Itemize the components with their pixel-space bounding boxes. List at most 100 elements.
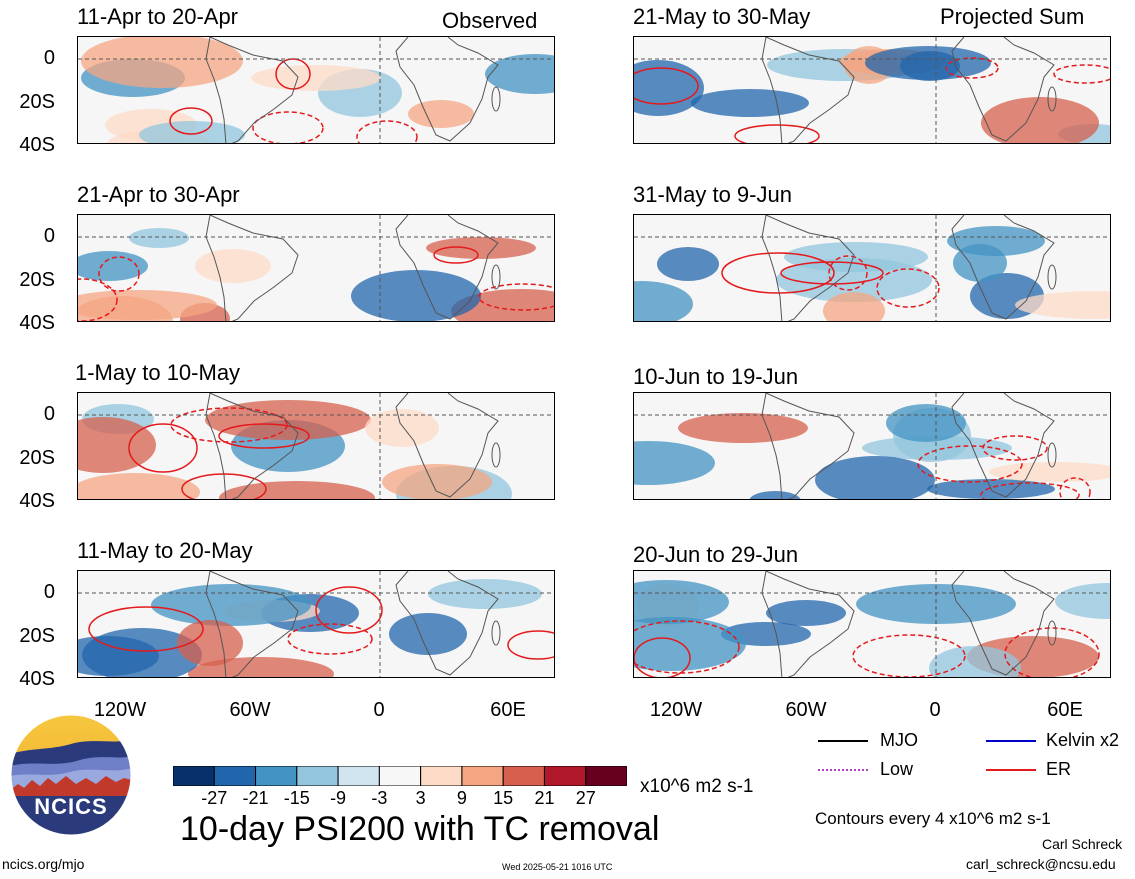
madagascar-outline: [1047, 620, 1057, 646]
anomaly-region: [78, 417, 156, 473]
er-contour: [169, 107, 213, 135]
colorbar-tick-label: 3: [415, 788, 426, 808]
er-contour: [88, 606, 204, 652]
y-axis-label: 40S: [19, 134, 55, 156]
colorbar-swatch: [420, 765, 463, 787]
madagascar-outline: [1047, 86, 1057, 112]
colorbar-tick-label: 27: [575, 788, 596, 808]
er-contour: [828, 255, 868, 291]
anomaly-region: [205, 400, 371, 440]
y-axis-label: 40S: [19, 668, 55, 690]
anomaly-region: [78, 251, 148, 281]
colorbar-swatch: [378, 765, 422, 787]
er-contour: [1053, 64, 1110, 84]
x-axis-label: 0: [373, 699, 385, 721]
anomaly-region: [981, 97, 1099, 143]
map-panel: [77, 570, 555, 678]
anomaly-region: [657, 247, 719, 281]
panel-title: 10-Jun to 19-Jun: [633, 364, 799, 389]
anomaly-region: [634, 580, 729, 624]
anomaly-region: [1055, 583, 1110, 619]
south-america-outline: [205, 37, 299, 143]
anomaly-region: [766, 600, 846, 626]
colorbar-tick-label: -27: [201, 788, 228, 808]
anomaly-region: [382, 464, 492, 499]
colorbar-tick-label: 21: [534, 788, 555, 808]
main-title: 10-day PSI200 with TC removal: [180, 810, 660, 848]
x-axis-label: 0: [929, 699, 941, 721]
map-field: [78, 215, 554, 321]
anomaly-region: [129, 228, 189, 248]
author-email[interactable]: carl_schreck@ncsu.edu: [966, 856, 1116, 872]
map-field: [634, 37, 1110, 143]
er-contour: [721, 252, 835, 294]
map-panel: [77, 214, 555, 322]
x-axis-label: 120W: [649, 699, 703, 721]
er-contour: [356, 120, 418, 143]
africa-outline: [395, 215, 499, 320]
er-contour: [287, 623, 373, 655]
y-axis-label: 0: [43, 581, 55, 603]
er-contour: [128, 423, 198, 473]
anomaly-region: [82, 628, 202, 677]
anomaly-region: [862, 436, 1012, 460]
anomaly-region: [428, 579, 542, 609]
anomaly-region: [195, 249, 271, 283]
anomaly-region: [989, 462, 1110, 482]
er-contour: [478, 283, 554, 311]
south-america-outline: [761, 37, 855, 143]
madagascar-outline: [1047, 442, 1057, 468]
colorbar-tick-label: -15: [283, 788, 310, 808]
south-america-outline: [205, 571, 299, 677]
legend-line-mjo: [818, 740, 868, 742]
er-contour: [1059, 477, 1091, 499]
south-america-outline: [761, 393, 855, 499]
website-link[interactable]: ncics.org/mjo: [2, 856, 85, 872]
colorbar-tick-label: -3: [371, 788, 388, 808]
anomaly-region: [634, 441, 715, 485]
anomaly-region: [678, 413, 808, 443]
colorbar-units: x10^6 m2 s-1: [640, 776, 754, 797]
panel-title: 20-Jun to 29-Jun: [633, 542, 799, 567]
south-america-outline: [761, 215, 855, 321]
y-axis-label: 40S: [19, 490, 55, 512]
anomaly-region: [749, 491, 801, 499]
anomaly-region: [865, 46, 991, 80]
panel-title: 11-May to 20-May: [77, 538, 253, 563]
y-axis-label: 40S: [19, 312, 55, 334]
legend-label-low: Low: [880, 759, 914, 779]
colorbar-swatch: [213, 765, 257, 787]
anomaly-region: [426, 237, 536, 259]
africa-outline: [395, 37, 499, 142]
anomaly-region: [78, 473, 200, 499]
colorbar-tick-label: -21: [242, 788, 269, 808]
anomaly-region: [886, 404, 966, 442]
er-contour: [98, 256, 140, 292]
africa-outline: [951, 571, 1055, 676]
ncics-logo[interactable]: NCICS: [10, 714, 132, 836]
er-contour: [780, 261, 884, 285]
legend-label-mjo: MJO: [880, 730, 918, 750]
er-contour: [275, 58, 311, 90]
africa-outline: [951, 393, 1055, 498]
panel-title: 1-May to 10-May: [75, 360, 241, 385]
map-panel: [77, 36, 555, 144]
legend-label-kelvin: Kelvin x2: [1046, 730, 1120, 750]
colorbar-swatches: [172, 765, 628, 787]
map-panel: [633, 36, 1111, 144]
er-contour: [218, 423, 310, 449]
er-contour: [634, 67, 699, 105]
y-axis-label: 20S: [19, 625, 55, 647]
y-axis-label: 20S: [19, 447, 55, 469]
column-label-observed: Observed: [442, 8, 538, 33]
map-field: [78, 393, 554, 499]
er-contour: [315, 586, 383, 634]
anomaly-region: [78, 290, 217, 320]
anomaly-region: [1015, 291, 1110, 319]
er-contour: [945, 57, 999, 79]
colorbar-swatch: [585, 765, 628, 787]
map-panel: [633, 392, 1111, 500]
anomaly-region: [177, 620, 243, 666]
anomaly-region: [351, 270, 481, 321]
x-axis-label: 60W: [785, 699, 827, 721]
